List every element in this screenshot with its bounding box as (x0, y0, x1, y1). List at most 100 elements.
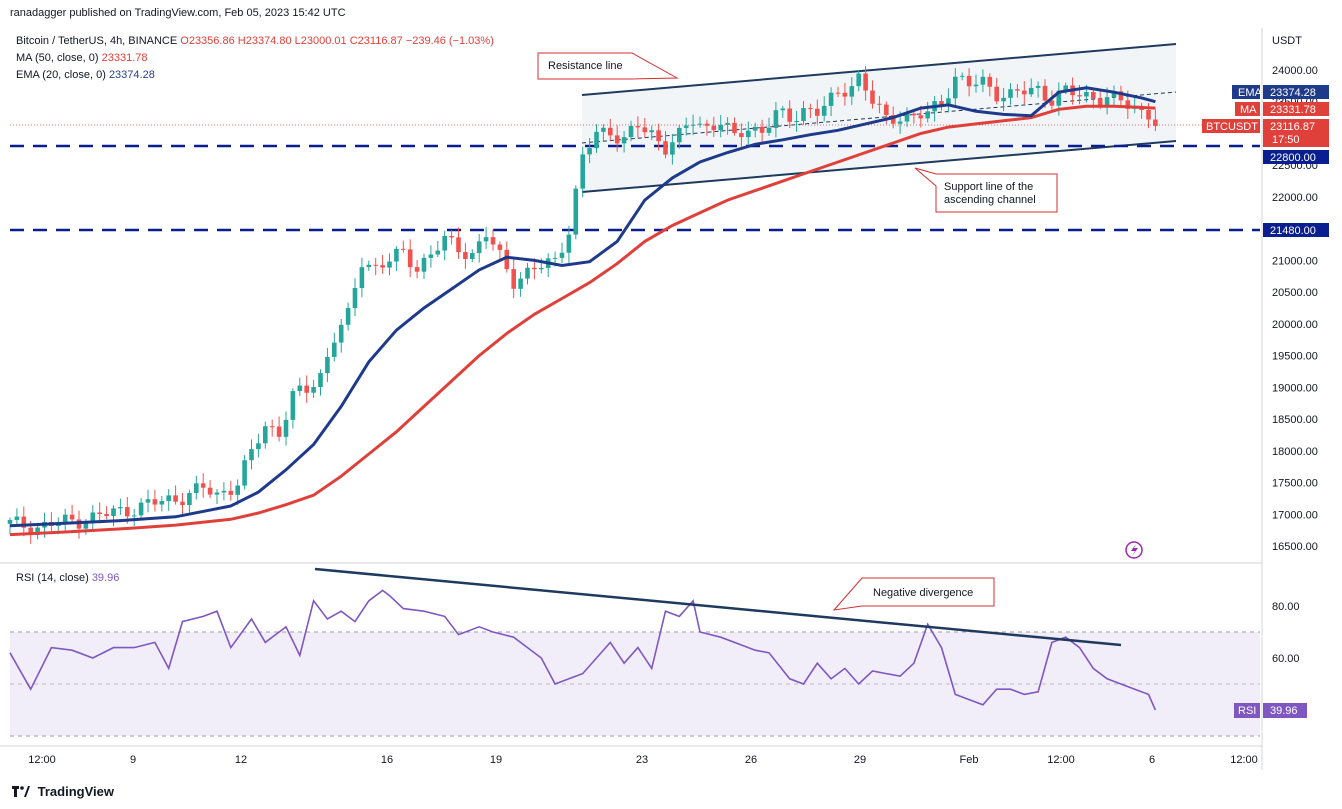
rsi-legend[interactable]: RSI (14, close) 39.96 (16, 572, 119, 584)
symbol-legend[interactable]: Bitcoin / TetherUS, 4h, BINANCE O23356.8… (16, 35, 494, 47)
ma-legend[interactable]: MA (50, close, 0) 23331.78 (16, 52, 148, 64)
candle-body (325, 356, 330, 374)
support-line[interactable] (581, 140, 1177, 193)
candle-body (1111, 91, 1117, 98)
candle-body (428, 254, 434, 258)
tradingview-logo[interactable]: TradingView (12, 784, 114, 799)
candle-body (649, 130, 654, 133)
ma-legend-value: 23331.78 (101, 52, 148, 64)
candle-body (442, 235, 447, 251)
candle-body (1001, 97, 1006, 102)
candle-body (1118, 91, 1124, 101)
divergence-line[interactable] (314, 567, 1122, 647)
candle-body (511, 269, 516, 289)
candle-body (946, 98, 951, 105)
time-tick-label: 16 (381, 754, 393, 766)
ohlc-close: C23116.87 (349, 35, 403, 47)
candle-body (835, 92, 841, 94)
candle-body (1097, 98, 1103, 106)
candle-body (497, 244, 503, 250)
candle-body (608, 127, 613, 136)
candle-body (28, 527, 33, 535)
candle-body (470, 253, 475, 259)
price-tick-label: 16500.00 (1272, 541, 1318, 553)
candle-body (69, 514, 75, 520)
rsi-tag[interactable]: RSI 39.96 (1234, 703, 1307, 718)
price-tick-label: 19000.00 (1272, 382, 1318, 394)
candle-body (421, 257, 427, 272)
candle-body (525, 267, 530, 279)
candle-body (752, 126, 758, 131)
candle-body (194, 483, 199, 494)
candle-body (725, 122, 730, 125)
candle-body (111, 508, 116, 517)
candle-body (14, 516, 20, 520)
candle-body (842, 92, 848, 97)
candle-body (131, 515, 137, 517)
candle-body (884, 104, 889, 116)
last-price-tag[interactable]: BTCUSDT 23116.87 17:50 (1202, 119, 1329, 147)
candle-body (476, 241, 482, 254)
candle-body (897, 121, 903, 124)
candle-body (552, 257, 558, 259)
candle-body (677, 127, 682, 143)
ma-line[interactable] (9, 104, 1156, 537)
candle-body (953, 76, 958, 99)
time-tick-label: 23 (636, 754, 648, 766)
divergence-callout[interactable]: Negative divergence (832, 577, 995, 611)
candle-body (263, 426, 268, 444)
resistance-callout-text: Resistance line (548, 60, 623, 72)
price-tick-label: 18000.00 (1272, 446, 1318, 458)
candle-body (235, 485, 240, 495)
ema-line[interactable] (9, 86, 1156, 528)
candle-body (628, 125, 634, 138)
resistance-line[interactable] (581, 43, 1177, 96)
candle-body (97, 512, 102, 515)
rsi-tick-label: 80.00 (1272, 601, 1300, 613)
candle-body (690, 124, 696, 126)
footer-text: TradingView (37, 784, 114, 799)
time-tick-label: 12 (235, 754, 247, 766)
ema-legend-value: 23374.28 (108, 69, 155, 81)
candle-body (104, 514, 109, 517)
candle-body (918, 115, 924, 119)
candle-body (21, 516, 27, 528)
candle-body (1042, 85, 1048, 101)
candle-body (732, 122, 737, 134)
rsi-line[interactable] (9, 589, 1157, 711)
rsi-tick-label: 60.00 (1272, 653, 1300, 665)
candle-body (959, 75, 965, 77)
candle-body (449, 235, 454, 238)
candle-body (125, 507, 130, 517)
candle-body (966, 75, 972, 87)
ema-legend-label: EMA (20, close, 0) (16, 69, 106, 81)
time-axis-ticks: 12:00 9 12 16 19 23 26 29 Feb 12:00 6 12:00 (28, 754, 1258, 766)
candle-body (704, 123, 710, 126)
ema-tag[interactable]: EMA 23374.28 (1232, 85, 1329, 99)
rsi-legend-value: 39.96 (91, 572, 120, 584)
candle-body (269, 426, 275, 428)
candle-body (166, 495, 171, 502)
time-tick-label: 12:00 (1230, 754, 1258, 766)
level-22800-tag[interactable]: 22800.00 (1263, 150, 1329, 164)
candle-body (683, 125, 689, 128)
candle-body (318, 373, 323, 388)
price-tick-label: 24000.00 (1272, 65, 1318, 77)
candle-body (642, 127, 648, 133)
candle-body (1084, 92, 1089, 97)
candle-body (1063, 85, 1068, 91)
candle-body (656, 130, 661, 142)
candle-body (994, 86, 999, 102)
support-callout[interactable]: Support line of the ascending channel (914, 167, 1058, 213)
resistance-callout[interactable]: Resistance line (537, 52, 679, 80)
candle-body (483, 237, 489, 242)
rsi-axis-ticks: 80.00 60.00 (1272, 601, 1300, 665)
candle-body (290, 391, 296, 420)
ema-legend[interactable]: EMA (20, close, 0) 23374.28 (16, 69, 155, 81)
ma-tag[interactable]: MA 23331.78 (1235, 102, 1329, 116)
candle-body (1022, 90, 1027, 95)
level-21480-tag[interactable]: 21480.00 (1263, 223, 1329, 237)
rsi-legend-label: RSI (14, close) (16, 572, 89, 584)
alert-icon[interactable] (1125, 541, 1143, 559)
